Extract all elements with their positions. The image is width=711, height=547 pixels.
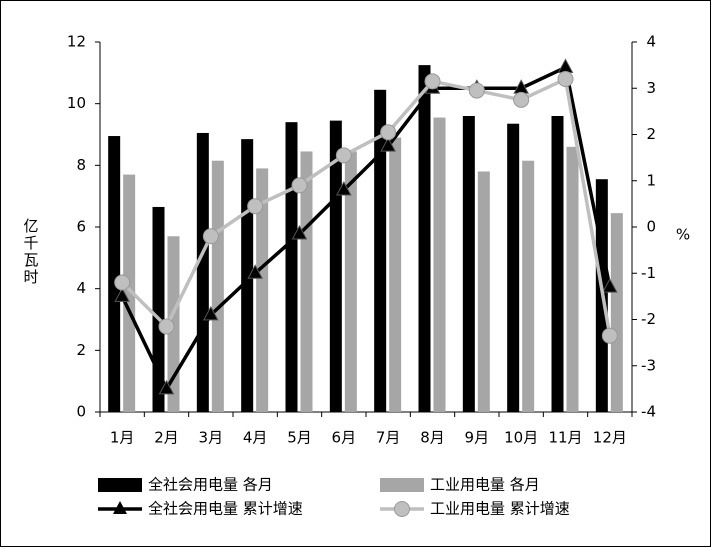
y2-tick-label: 1 (646, 171, 656, 189)
bar (123, 174, 136, 412)
legend-label: 工业用电量 各月 (430, 476, 540, 494)
y2-tick-label: 2 (646, 125, 656, 143)
bar (610, 213, 623, 412)
x-tick-label: 5月 (287, 429, 312, 447)
x-tick-label: 2月 (154, 429, 179, 447)
line-marker (601, 278, 618, 293)
line-marker (247, 198, 264, 215)
line-marker (158, 318, 175, 335)
x-tick-label: 11月 (548, 429, 582, 447)
x-tick-label: 9月 (465, 429, 490, 447)
line-marker (335, 147, 352, 164)
line-marker (335, 180, 352, 196)
legend-label: 工业用电量 累计增速 (430, 500, 570, 518)
bar (344, 151, 357, 413)
y2-axis-label: % (676, 226, 690, 244)
bar (211, 160, 224, 412)
legend-label: 全社会用电量 各月 (148, 476, 273, 494)
legend-swatch (380, 478, 424, 492)
y-tick-label: 8 (76, 156, 86, 174)
line-marker (247, 264, 264, 279)
line-marker (291, 177, 308, 194)
line-marker (158, 379, 175, 395)
y2-tick-label: 4 (646, 33, 656, 51)
x-tick-label: 12月 (593, 429, 627, 447)
y-tick-label: 2 (76, 341, 86, 359)
bar (300, 151, 313, 413)
line-marker (380, 124, 397, 141)
bar (389, 137, 402, 413)
y-tick-label: 4 (76, 279, 86, 297)
y-tick-label: 6 (76, 218, 86, 236)
bar (507, 123, 520, 412)
x-tick-label: 10月 (504, 429, 538, 447)
bar (522, 160, 535, 412)
y-tick-label: 0 (76, 403, 86, 421)
y2-tick-label: -4 (641, 403, 656, 421)
y-axis-label: 亿千瓦时 (22, 218, 40, 286)
x-tick-label: 3月 (199, 429, 224, 447)
line-marker (557, 71, 574, 87)
bar (418, 65, 431, 412)
y-tick-label: 12 (67, 33, 86, 51)
line-marker (202, 228, 219, 245)
bar (374, 89, 387, 413)
line-marker (291, 224, 308, 240)
legend-swatch (98, 478, 142, 492)
line-marker (424, 73, 441, 90)
bar (196, 132, 209, 413)
bar (152, 206, 165, 412)
legend-label: 全社会用电量 累计增速 (148, 500, 303, 518)
line-marker (601, 327, 618, 344)
y2-tick-label: -1 (641, 264, 656, 282)
y-tick-label: 10 (67, 94, 86, 112)
bar (285, 122, 298, 413)
legend-marker (113, 501, 127, 514)
line-marker (114, 274, 131, 291)
bar (108, 136, 121, 412)
bar (551, 116, 564, 412)
legend-marker (394, 501, 410, 517)
x-tick-label: 6月 (332, 429, 357, 447)
bar (433, 117, 446, 413)
y2-tick-label: -2 (641, 310, 656, 328)
bar (477, 171, 490, 412)
line-marker (202, 305, 219, 321)
line-marker (114, 287, 131, 302)
y2-tick-label: 3 (646, 79, 656, 97)
x-tick-label: 7月 (376, 429, 401, 447)
bar (256, 168, 269, 412)
bar (566, 146, 579, 413)
line-marker (513, 91, 530, 108)
line (120, 76, 612, 336)
line-marker (380, 137, 397, 152)
y2-tick-label: -3 (641, 356, 656, 374)
line-marker (468, 82, 485, 99)
x-tick-label: 8月 (420, 429, 445, 447)
line (120, 64, 612, 393)
x-tick-label: 4月 (243, 429, 268, 447)
x-tick-label: 1月 (110, 429, 135, 447)
bar (462, 116, 475, 412)
y2-tick-label: 0 (646, 218, 656, 236)
